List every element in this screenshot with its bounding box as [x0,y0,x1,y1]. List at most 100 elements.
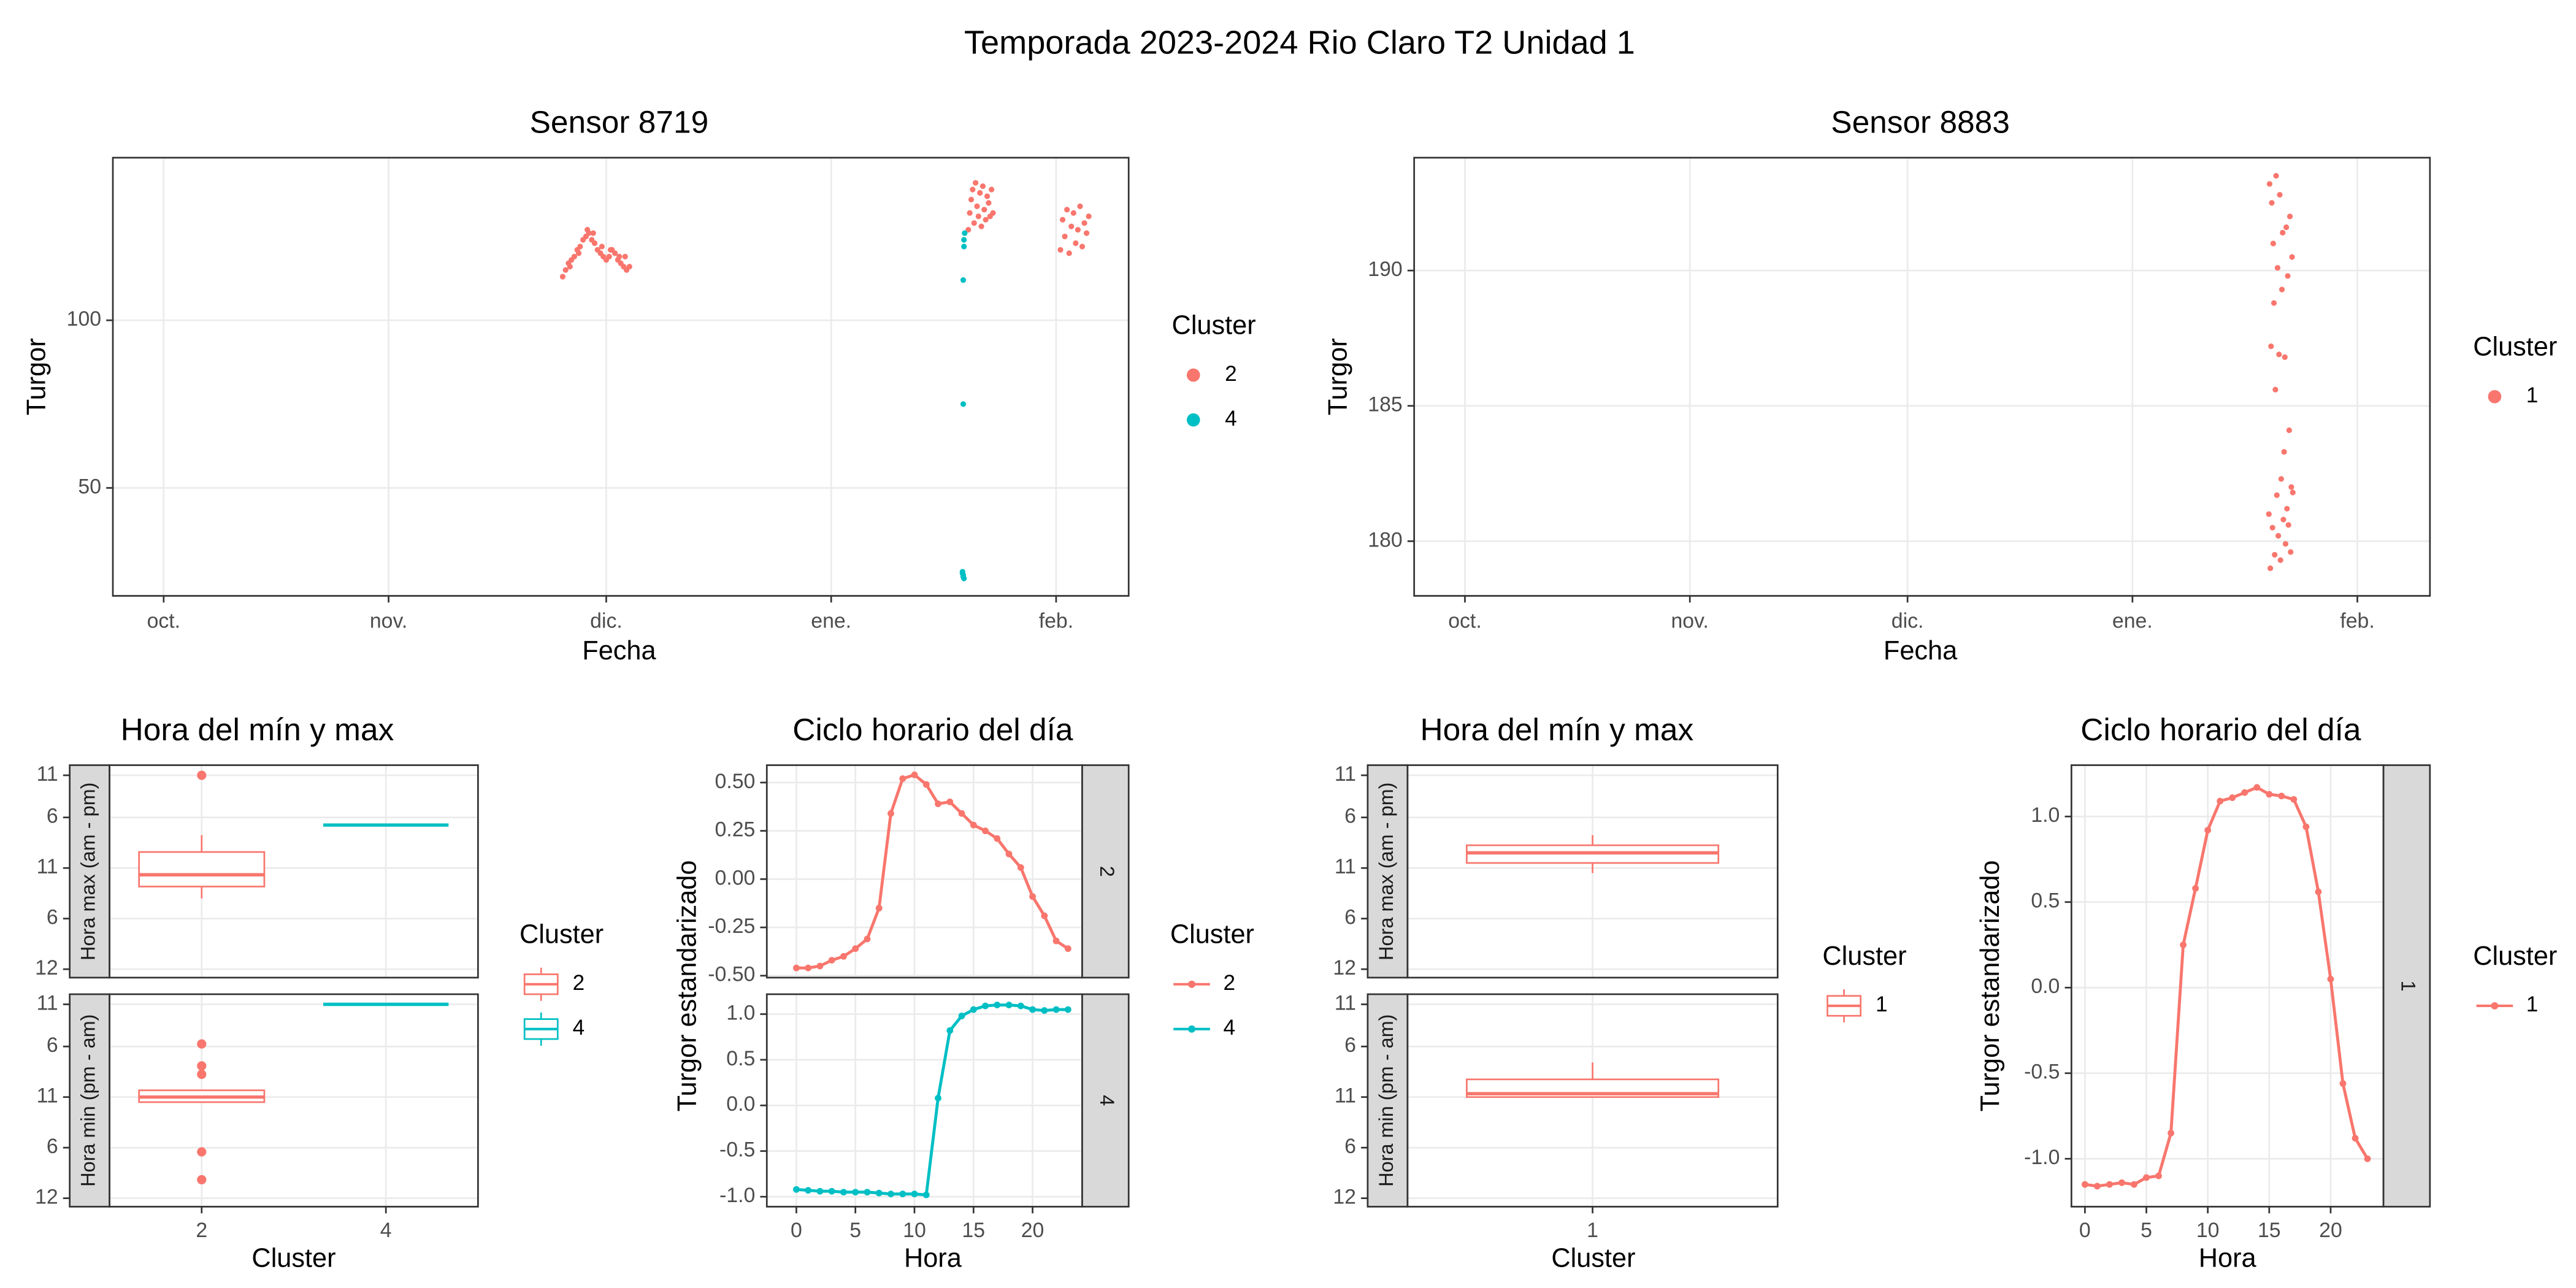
strip-label: Hora min (pm - am) [1375,1014,1397,1186]
point [816,1187,824,1195]
point [2081,1181,2088,1188]
point [2277,191,2283,198]
strip-label: 2 [1096,866,1118,877]
legend-title: Cluster [1172,311,1256,340]
point [607,247,614,253]
x-tick-label: 0 [2079,1219,2091,1242]
point [961,237,967,243]
point [989,186,995,193]
point [970,186,976,193]
legend-label: 2 [1223,971,1235,995]
y-tick-label: 1.0 [2031,803,2060,827]
y-tick-label: 6 [1344,1033,1356,1057]
point [792,1186,800,1193]
point [2143,1174,2150,1181]
chart-title: Sensor 8719 [530,104,709,140]
legend-label: 4 [573,1016,585,1040]
point [986,200,992,206]
point [935,1094,941,1102]
point [1041,1007,1048,1014]
y-tick-label: -0.5 [719,1138,755,1162]
point [1029,1006,1036,1013]
y-tick-label: 1.0 [726,1001,755,1024]
box [138,851,266,887]
point [1029,893,1036,900]
y-tick-label: 11 [37,762,58,786]
strip [1081,764,1130,979]
y-tick-label: 6 [47,805,58,828]
point [1083,230,1090,236]
legend-label: 2 [573,971,585,995]
point [2273,173,2279,179]
point [982,1002,989,1010]
point [946,1027,954,1034]
point [970,821,977,829]
point [571,253,578,259]
point [591,240,598,247]
x-tick-label: 10 [903,1219,926,1242]
point [2327,975,2334,983]
point [968,196,975,203]
x-tick-label: 1 [1587,1219,1598,1242]
x-tick-label: 0 [791,1219,802,1242]
x-tick-label: 15 [962,1219,985,1242]
point [2275,532,2282,539]
y-tick-label: -0.50 [708,963,755,986]
point [965,227,972,233]
point [2278,792,2285,800]
plot-border [109,764,479,979]
legend-label: 4 [1225,407,1237,431]
point [575,250,582,256]
point [981,207,987,213]
point [2284,505,2290,512]
point [1005,1002,1013,1008]
point [978,223,984,229]
point [2288,484,2294,490]
point [852,1189,859,1196]
point [1081,220,1087,226]
point [2217,797,2224,805]
point [2287,213,2293,220]
chart-title: Sensor 8883 [1831,104,2010,140]
point [1070,210,1076,216]
strip [2382,764,2431,1208]
point [590,230,596,236]
legend-title: Cluster [1822,941,1906,971]
point [2272,551,2278,558]
point [2168,1130,2174,1137]
point [935,800,941,807]
point [2267,565,2274,572]
outlier [197,1061,207,1071]
chart-title: Ciclo horario del día [2080,711,2361,747]
point [967,210,973,216]
y-tick-label: -1.0 [2024,1146,2060,1169]
y-tick-label: 0.5 [726,1047,755,1070]
outlier [197,1147,207,1157]
point [975,213,981,220]
point [1068,223,1075,229]
point [816,962,824,970]
point [2278,476,2284,482]
point [2285,273,2291,279]
point [805,1187,812,1194]
x-tick-label: ene. [2112,610,2153,633]
x-tick-label: nov. [1671,610,1709,633]
x-axis-label: Fecha [582,636,656,665]
point [562,267,569,273]
legend-label: 4 [1223,1016,1235,1040]
point [2288,549,2294,555]
legend-key [2488,389,2502,404]
point [2282,354,2288,360]
y-tick-label: 6 [47,1135,58,1158]
x-axis-label: Cluster [251,1243,335,1273]
y-tick-label: 6 [47,1033,58,1057]
x-tick-label: dic. [1892,610,1924,633]
y-tick-label: 11 [37,1084,58,1108]
point [1064,945,1071,953]
point [2266,511,2272,517]
point [616,253,623,259]
point [2282,541,2289,547]
point [1005,850,1013,857]
point [2253,784,2261,791]
outlier [197,1070,207,1079]
